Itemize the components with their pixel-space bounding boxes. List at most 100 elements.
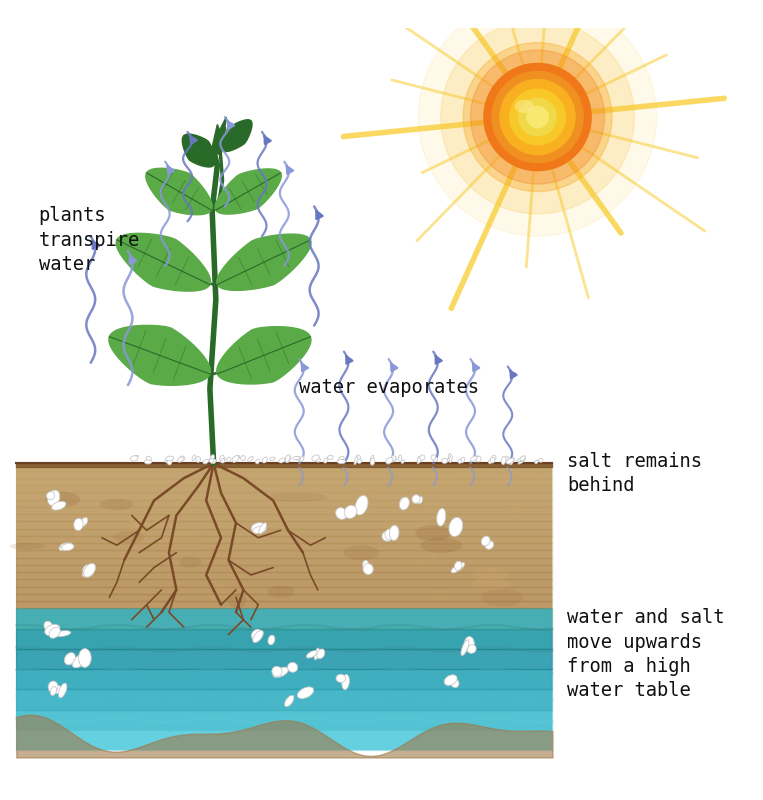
Ellipse shape [253,526,266,534]
Ellipse shape [240,456,246,461]
Ellipse shape [488,460,492,464]
Ellipse shape [398,555,439,565]
Ellipse shape [431,454,436,460]
Ellipse shape [220,455,224,461]
Ellipse shape [336,508,347,519]
Ellipse shape [48,681,58,693]
Ellipse shape [180,456,185,461]
Ellipse shape [539,458,542,462]
Ellipse shape [436,508,446,526]
Ellipse shape [232,455,239,462]
Polygon shape [182,134,215,167]
Ellipse shape [59,683,67,698]
Ellipse shape [314,648,320,660]
Ellipse shape [312,455,319,461]
Ellipse shape [268,493,327,502]
Ellipse shape [236,455,240,459]
Ellipse shape [221,458,225,463]
Ellipse shape [464,637,475,652]
Ellipse shape [316,457,320,462]
Ellipse shape [251,630,262,639]
Ellipse shape [146,456,151,461]
Polygon shape [219,117,227,139]
Ellipse shape [515,100,533,113]
Ellipse shape [427,470,443,487]
Ellipse shape [285,695,294,706]
Ellipse shape [493,472,546,484]
Ellipse shape [317,649,325,658]
Ellipse shape [399,497,410,510]
Ellipse shape [45,625,60,636]
Circle shape [471,50,604,184]
Ellipse shape [61,543,74,550]
Ellipse shape [518,460,524,464]
Polygon shape [215,169,282,214]
Ellipse shape [268,635,275,645]
Ellipse shape [449,454,451,461]
Polygon shape [109,326,211,386]
Ellipse shape [256,459,259,464]
Ellipse shape [355,495,368,515]
Ellipse shape [460,458,465,463]
Ellipse shape [344,546,379,560]
Ellipse shape [72,654,86,668]
Ellipse shape [354,457,358,465]
Ellipse shape [273,667,288,678]
Ellipse shape [535,460,538,464]
Ellipse shape [382,531,393,541]
Ellipse shape [344,506,357,518]
Ellipse shape [307,650,317,658]
Ellipse shape [476,456,481,462]
Ellipse shape [337,459,346,464]
Ellipse shape [492,455,496,459]
Circle shape [492,71,583,162]
Ellipse shape [356,455,361,462]
Ellipse shape [251,522,265,532]
Ellipse shape [461,640,469,655]
Ellipse shape [66,654,75,665]
Ellipse shape [451,562,465,573]
Ellipse shape [472,576,510,591]
Ellipse shape [74,518,83,530]
Ellipse shape [285,455,291,462]
Circle shape [484,63,591,170]
Ellipse shape [324,458,328,463]
Ellipse shape [210,458,214,463]
Ellipse shape [507,458,513,464]
Ellipse shape [390,456,396,461]
Ellipse shape [79,649,92,667]
Ellipse shape [178,457,183,462]
Ellipse shape [458,459,462,463]
Ellipse shape [357,459,362,463]
Ellipse shape [227,458,231,462]
Ellipse shape [386,458,393,464]
Ellipse shape [248,457,253,462]
Circle shape [510,89,565,145]
Ellipse shape [259,523,266,534]
Ellipse shape [475,456,479,460]
Ellipse shape [336,674,346,682]
Ellipse shape [295,456,301,460]
Ellipse shape [455,562,462,570]
Ellipse shape [420,455,425,460]
Ellipse shape [444,675,457,686]
Ellipse shape [510,458,514,465]
Ellipse shape [79,518,88,526]
Ellipse shape [10,543,45,550]
Ellipse shape [221,458,225,462]
Text: water and salt
move upwards
from a high
water table: water and salt move upwards from a high … [568,609,725,700]
Ellipse shape [389,526,399,541]
Ellipse shape [130,455,139,459]
Polygon shape [16,609,552,750]
Ellipse shape [501,457,506,465]
Ellipse shape [205,584,233,601]
Ellipse shape [371,458,375,465]
Ellipse shape [473,456,479,460]
Ellipse shape [52,502,66,510]
Ellipse shape [439,474,459,482]
Ellipse shape [167,458,172,465]
Ellipse shape [417,457,420,464]
Ellipse shape [49,627,60,638]
Ellipse shape [144,459,152,464]
Ellipse shape [504,457,509,462]
